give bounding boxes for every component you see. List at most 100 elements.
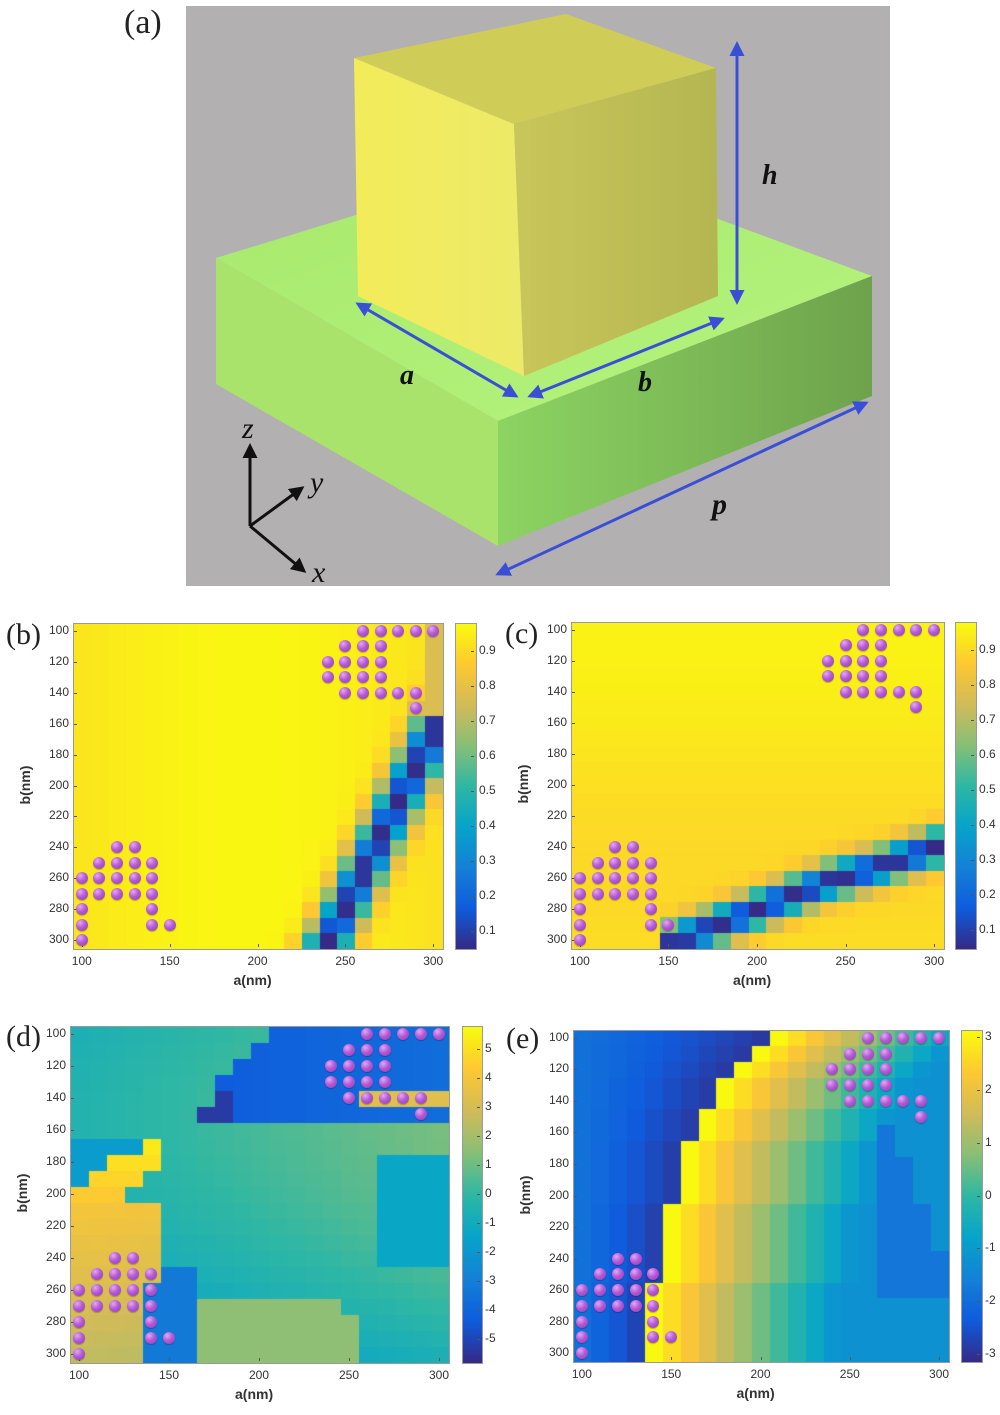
y-tick-mark: [74, 661, 77, 663]
y-tick-mark: [74, 909, 77, 911]
selected-point-marker: [857, 639, 870, 652]
schematic-drawing: h a b p z y x: [216, 14, 872, 586]
selected-point-marker: [397, 1028, 409, 1040]
y-tick-label: 220: [546, 808, 567, 823]
y-tick-label: 120: [548, 1061, 569, 1076]
y-tick-mark: [71, 1290, 74, 1291]
colorbar-tick-label: 0.6: [979, 747, 996, 762]
y-tick-label: 240: [45, 1250, 66, 1264]
x-tick-mark: [579, 944, 581, 947]
y-tick-mark: [74, 847, 77, 849]
y-tick-label: 100: [546, 621, 567, 636]
y-tick-mark: [74, 692, 77, 694]
colorbar-tick-label: 3: [485, 1099, 492, 1114]
x-tick-mark: [939, 1357, 941, 1360]
selected-point-marker: [861, 1094, 874, 1107]
selected-point-marker: [146, 903, 159, 916]
selected-point-marker: [910, 685, 923, 698]
colorbar-tick-mark: [477, 1222, 480, 1224]
colorbar-tick-label: -4: [485, 1301, 496, 1316]
y-tick-mark: [74, 940, 77, 942]
colorbar-tick-mark: [971, 825, 974, 827]
dim-label-p: p: [709, 488, 727, 521]
selected-point-marker: [892, 623, 905, 636]
selected-point-marker: [910, 623, 923, 636]
y-tick-label: 200: [48, 777, 69, 792]
y-tick-label: 120: [546, 652, 567, 667]
selected-point-marker: [644, 903, 657, 916]
panel-label-e: (e): [506, 1022, 540, 1055]
selected-point-marker: [897, 1031, 910, 1044]
selected-point-marker: [897, 1094, 910, 1107]
dim-label-h: h: [762, 160, 778, 191]
heatmap-e: [573, 1030, 950, 1363]
x-tick-label: 100: [71, 954, 92, 968]
y-axis-label: b(nm): [14, 1173, 30, 1213]
selected-point-marker: [145, 1284, 157, 1296]
y-axis-label: b(nm): [517, 1175, 533, 1214]
colorbar-tick-mark: [971, 650, 974, 652]
y-tick-label: 160: [548, 1124, 569, 1139]
y-tick-label: 220: [45, 1218, 66, 1232]
selected-point-marker: [379, 1028, 391, 1040]
selected-point-marker: [110, 887, 123, 900]
x-tick-label: 150: [159, 954, 180, 968]
colorbar-tick-mark: [977, 1037, 980, 1039]
selected-point-marker: [843, 1094, 856, 1107]
colorbar-tick-mark: [477, 1107, 480, 1109]
selected-point-marker: [915, 1110, 928, 1123]
colorbar-tick-mark: [477, 1136, 480, 1138]
y-tick-mark: [574, 1321, 577, 1323]
colorbar-tick-mark: [977, 1090, 980, 1092]
x-tick-label: 100: [571, 1367, 592, 1381]
selected-point-marker: [611, 1299, 624, 1312]
selected-point-marker: [843, 1079, 856, 1092]
x-tick-label: 200: [750, 1367, 771, 1381]
selected-point-marker: [593, 1268, 606, 1281]
colorbar-tick-mark: [471, 685, 474, 687]
y-tick-label: 260: [45, 1282, 66, 1296]
colorbar-tick-label: 1: [985, 1134, 992, 1149]
colorbar-tick-label: 0: [985, 1187, 992, 1202]
y-tick-label: 160: [546, 714, 567, 729]
y-tick-label: 100: [45, 1026, 66, 1040]
y-tick-label: 300: [546, 932, 567, 947]
selected-point-marker: [343, 1092, 355, 1104]
selected-point-marker: [875, 639, 887, 652]
y-tick-label: 280: [48, 901, 69, 916]
selected-point-marker: [343, 1044, 355, 1056]
selected-point-marker: [857, 670, 870, 683]
colorbar-tick-label: -3: [485, 1272, 496, 1287]
x-tick-label: 300: [423, 954, 444, 968]
x-axis-label: a(nm): [233, 972, 272, 988]
selected-point-marker: [325, 1060, 337, 1072]
colorbar-tick-label: 5: [485, 1041, 492, 1056]
colorbar-tick-mark: [971, 930, 974, 932]
panel-label-b: (b): [6, 618, 41, 651]
selected-point-marker: [343, 1060, 355, 1072]
panel-label-d: (d): [6, 1020, 41, 1053]
selected-point-marker: [146, 856, 159, 869]
selected-point-marker: [433, 1028, 445, 1040]
y-tick-mark: [74, 630, 77, 632]
selected-point-marker: [415, 1028, 427, 1040]
x-tick-mark: [81, 944, 83, 947]
x-tick-mark: [668, 944, 670, 947]
y-tick-label: 280: [546, 901, 567, 916]
selected-point-marker: [573, 872, 586, 885]
axis-label-x: x: [311, 556, 326, 586]
colorbar-tick-mark: [977, 1195, 980, 1197]
selected-point-marker: [361, 1092, 373, 1104]
y-tick-mark: [71, 1322, 74, 1323]
y-tick-mark: [574, 1163, 577, 1165]
selected-point-marker: [591, 872, 604, 885]
colorbar-tick-label: 2: [485, 1128, 492, 1143]
colorbar-tick-label: 0.1: [979, 922, 996, 937]
selected-point-marker: [644, 856, 657, 869]
selected-point-marker: [339, 640, 352, 653]
y-tick-mark: [574, 1195, 577, 1197]
selected-point-marker: [91, 1300, 103, 1312]
selected-point-marker: [427, 624, 440, 637]
selected-point-marker: [127, 1284, 139, 1296]
selected-point-marker: [361, 1028, 373, 1040]
